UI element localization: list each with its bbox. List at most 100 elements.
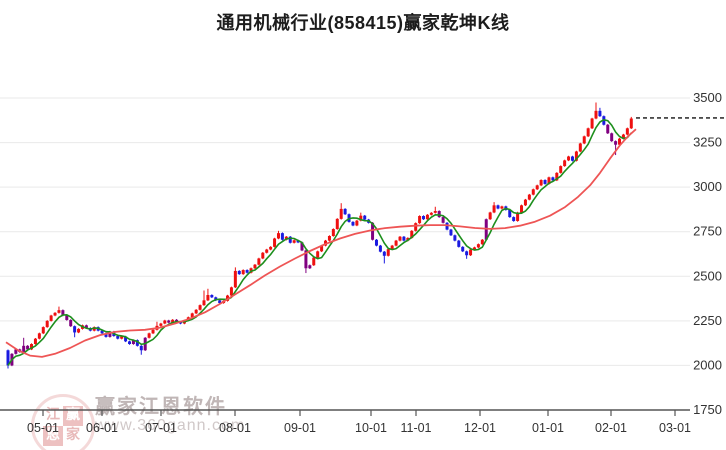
candle — [335, 218, 339, 230]
candle — [77, 328, 81, 333]
candle — [120, 336, 124, 339]
candle — [567, 156, 571, 161]
candle — [308, 265, 312, 269]
candle — [45, 320, 49, 328]
candle — [441, 217, 445, 223]
candle — [331, 229, 335, 236]
brand-name: 赢家江恩软件 — [95, 396, 227, 418]
candle — [594, 110, 598, 119]
y-tick-label: 2000 — [693, 357, 722, 372]
y-tick-label: 3000 — [693, 179, 722, 194]
candle — [171, 319, 175, 323]
candle — [198, 305, 202, 310]
candle — [523, 199, 527, 206]
candle — [378, 245, 382, 252]
candle — [53, 312, 57, 316]
candle — [30, 344, 34, 350]
candle — [422, 216, 426, 220]
candle — [116, 336, 120, 339]
x-tick-label: 01-01 — [532, 421, 564, 435]
candle — [37, 333, 41, 339]
candle — [69, 319, 73, 327]
candle — [84, 325, 88, 328]
candle — [570, 156, 574, 161]
candle — [512, 217, 516, 222]
candle — [273, 238, 277, 247]
candle — [292, 240, 296, 243]
candle — [437, 211, 441, 218]
candle — [402, 236, 406, 241]
candle — [276, 233, 280, 239]
x-tick-label: 07-01 — [145, 421, 177, 435]
candle — [535, 185, 539, 190]
candle — [229, 287, 233, 296]
candle — [539, 180, 543, 186]
seal-char-1: 江 — [46, 408, 60, 423]
candle — [359, 215, 363, 221]
candle — [598, 110, 602, 117]
candle — [547, 177, 551, 184]
candle — [363, 215, 367, 220]
candle — [453, 235, 457, 241]
candle — [237, 270, 241, 275]
candle — [100, 330, 104, 334]
candle — [304, 250, 308, 269]
candle — [586, 128, 590, 137]
candle — [531, 189, 535, 195]
candle — [178, 321, 182, 324]
candle — [288, 236, 292, 243]
candle — [461, 246, 465, 252]
candle — [610, 133, 614, 142]
candle — [371, 222, 375, 240]
candle — [574, 151, 578, 161]
candle — [343, 208, 347, 215]
candle — [527, 194, 531, 200]
y-tick-label: 2750 — [693, 224, 722, 239]
seal-characters: 江 赢 恩 家 — [43, 406, 83, 446]
candle — [261, 252, 265, 259]
y-tick-label: 3500 — [693, 90, 722, 105]
candle — [618, 138, 622, 145]
x-tick-label: 08-01 — [219, 421, 251, 435]
candle — [163, 320, 167, 324]
candle — [65, 315, 69, 320]
candle — [316, 251, 320, 258]
seal-char-3: 恩 — [43, 426, 63, 446]
candle — [374, 239, 378, 246]
candle — [551, 177, 555, 181]
candle — [206, 295, 210, 301]
candle — [73, 326, 77, 333]
candle — [128, 341, 132, 345]
candle — [472, 247, 476, 250]
candle — [500, 206, 504, 209]
candle — [245, 270, 249, 273]
candle — [496, 205, 500, 209]
candle — [445, 222, 449, 230]
candle — [516, 212, 520, 222]
candle — [26, 345, 30, 350]
candle — [296, 240, 300, 243]
candle — [241, 270, 245, 275]
candle — [339, 208, 343, 219]
candle — [621, 134, 625, 139]
trend-line — [5, 128, 637, 358]
candle — [41, 327, 45, 334]
x-tick-label: 02-01 — [595, 421, 627, 435]
candle — [469, 249, 473, 256]
candle — [22, 345, 26, 353]
candle — [476, 244, 480, 248]
y-tick-label: 2500 — [693, 268, 722, 283]
y-tick-label: 2250 — [693, 313, 722, 328]
candle — [135, 340, 139, 346]
candle — [559, 166, 563, 173]
ma-fast-polyline — [7, 118, 632, 366]
brand-url: www.360gann.com — [95, 417, 246, 434]
y-axis-labels: 3500 3250 3000 2750 2500 2250 2000 1750 — [693, 90, 722, 417]
candle — [614, 141, 618, 145]
x-tick-label: 10-01 — [355, 421, 387, 435]
trend-polyline — [5, 128, 637, 358]
candle — [167, 320, 171, 323]
candle — [218, 300, 222, 304]
